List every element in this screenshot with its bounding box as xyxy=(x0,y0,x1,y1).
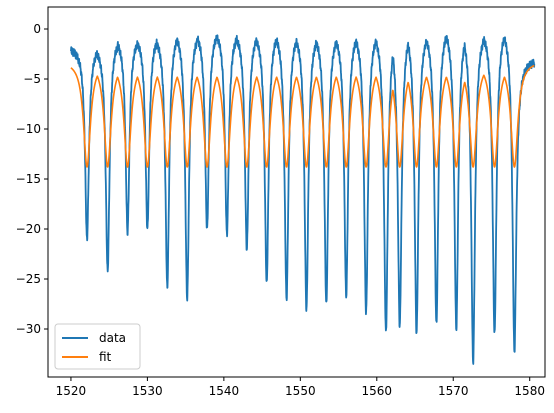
y-tick-label: −25 xyxy=(16,272,41,286)
series-data-line xyxy=(70,34,536,365)
x-tick-label: 1580 xyxy=(514,384,545,398)
legend-box xyxy=(54,323,141,370)
plot-frame xyxy=(47,6,546,378)
legend-data-label: data xyxy=(99,331,126,345)
x-tick-label: 1520 xyxy=(56,384,87,398)
legend-fit-label: fit xyxy=(99,350,112,364)
y-tick-label: −20 xyxy=(16,222,41,236)
legend: data fit xyxy=(54,323,141,370)
y-tick-label: −30 xyxy=(16,322,41,336)
x-tick-label: 1560 xyxy=(362,384,393,398)
series-fit-line xyxy=(70,64,535,168)
y-tick-label: 0 xyxy=(33,22,41,36)
y-tick-label: −10 xyxy=(16,122,41,136)
x-tick-label: 1530 xyxy=(132,384,163,398)
x-tick-label: 1540 xyxy=(209,384,240,398)
x-tick-label: 1550 xyxy=(285,384,316,398)
x-tick-label: 1570 xyxy=(438,384,469,398)
y-tick-label: −15 xyxy=(16,172,41,186)
y-tick-label: −5 xyxy=(23,72,41,86)
